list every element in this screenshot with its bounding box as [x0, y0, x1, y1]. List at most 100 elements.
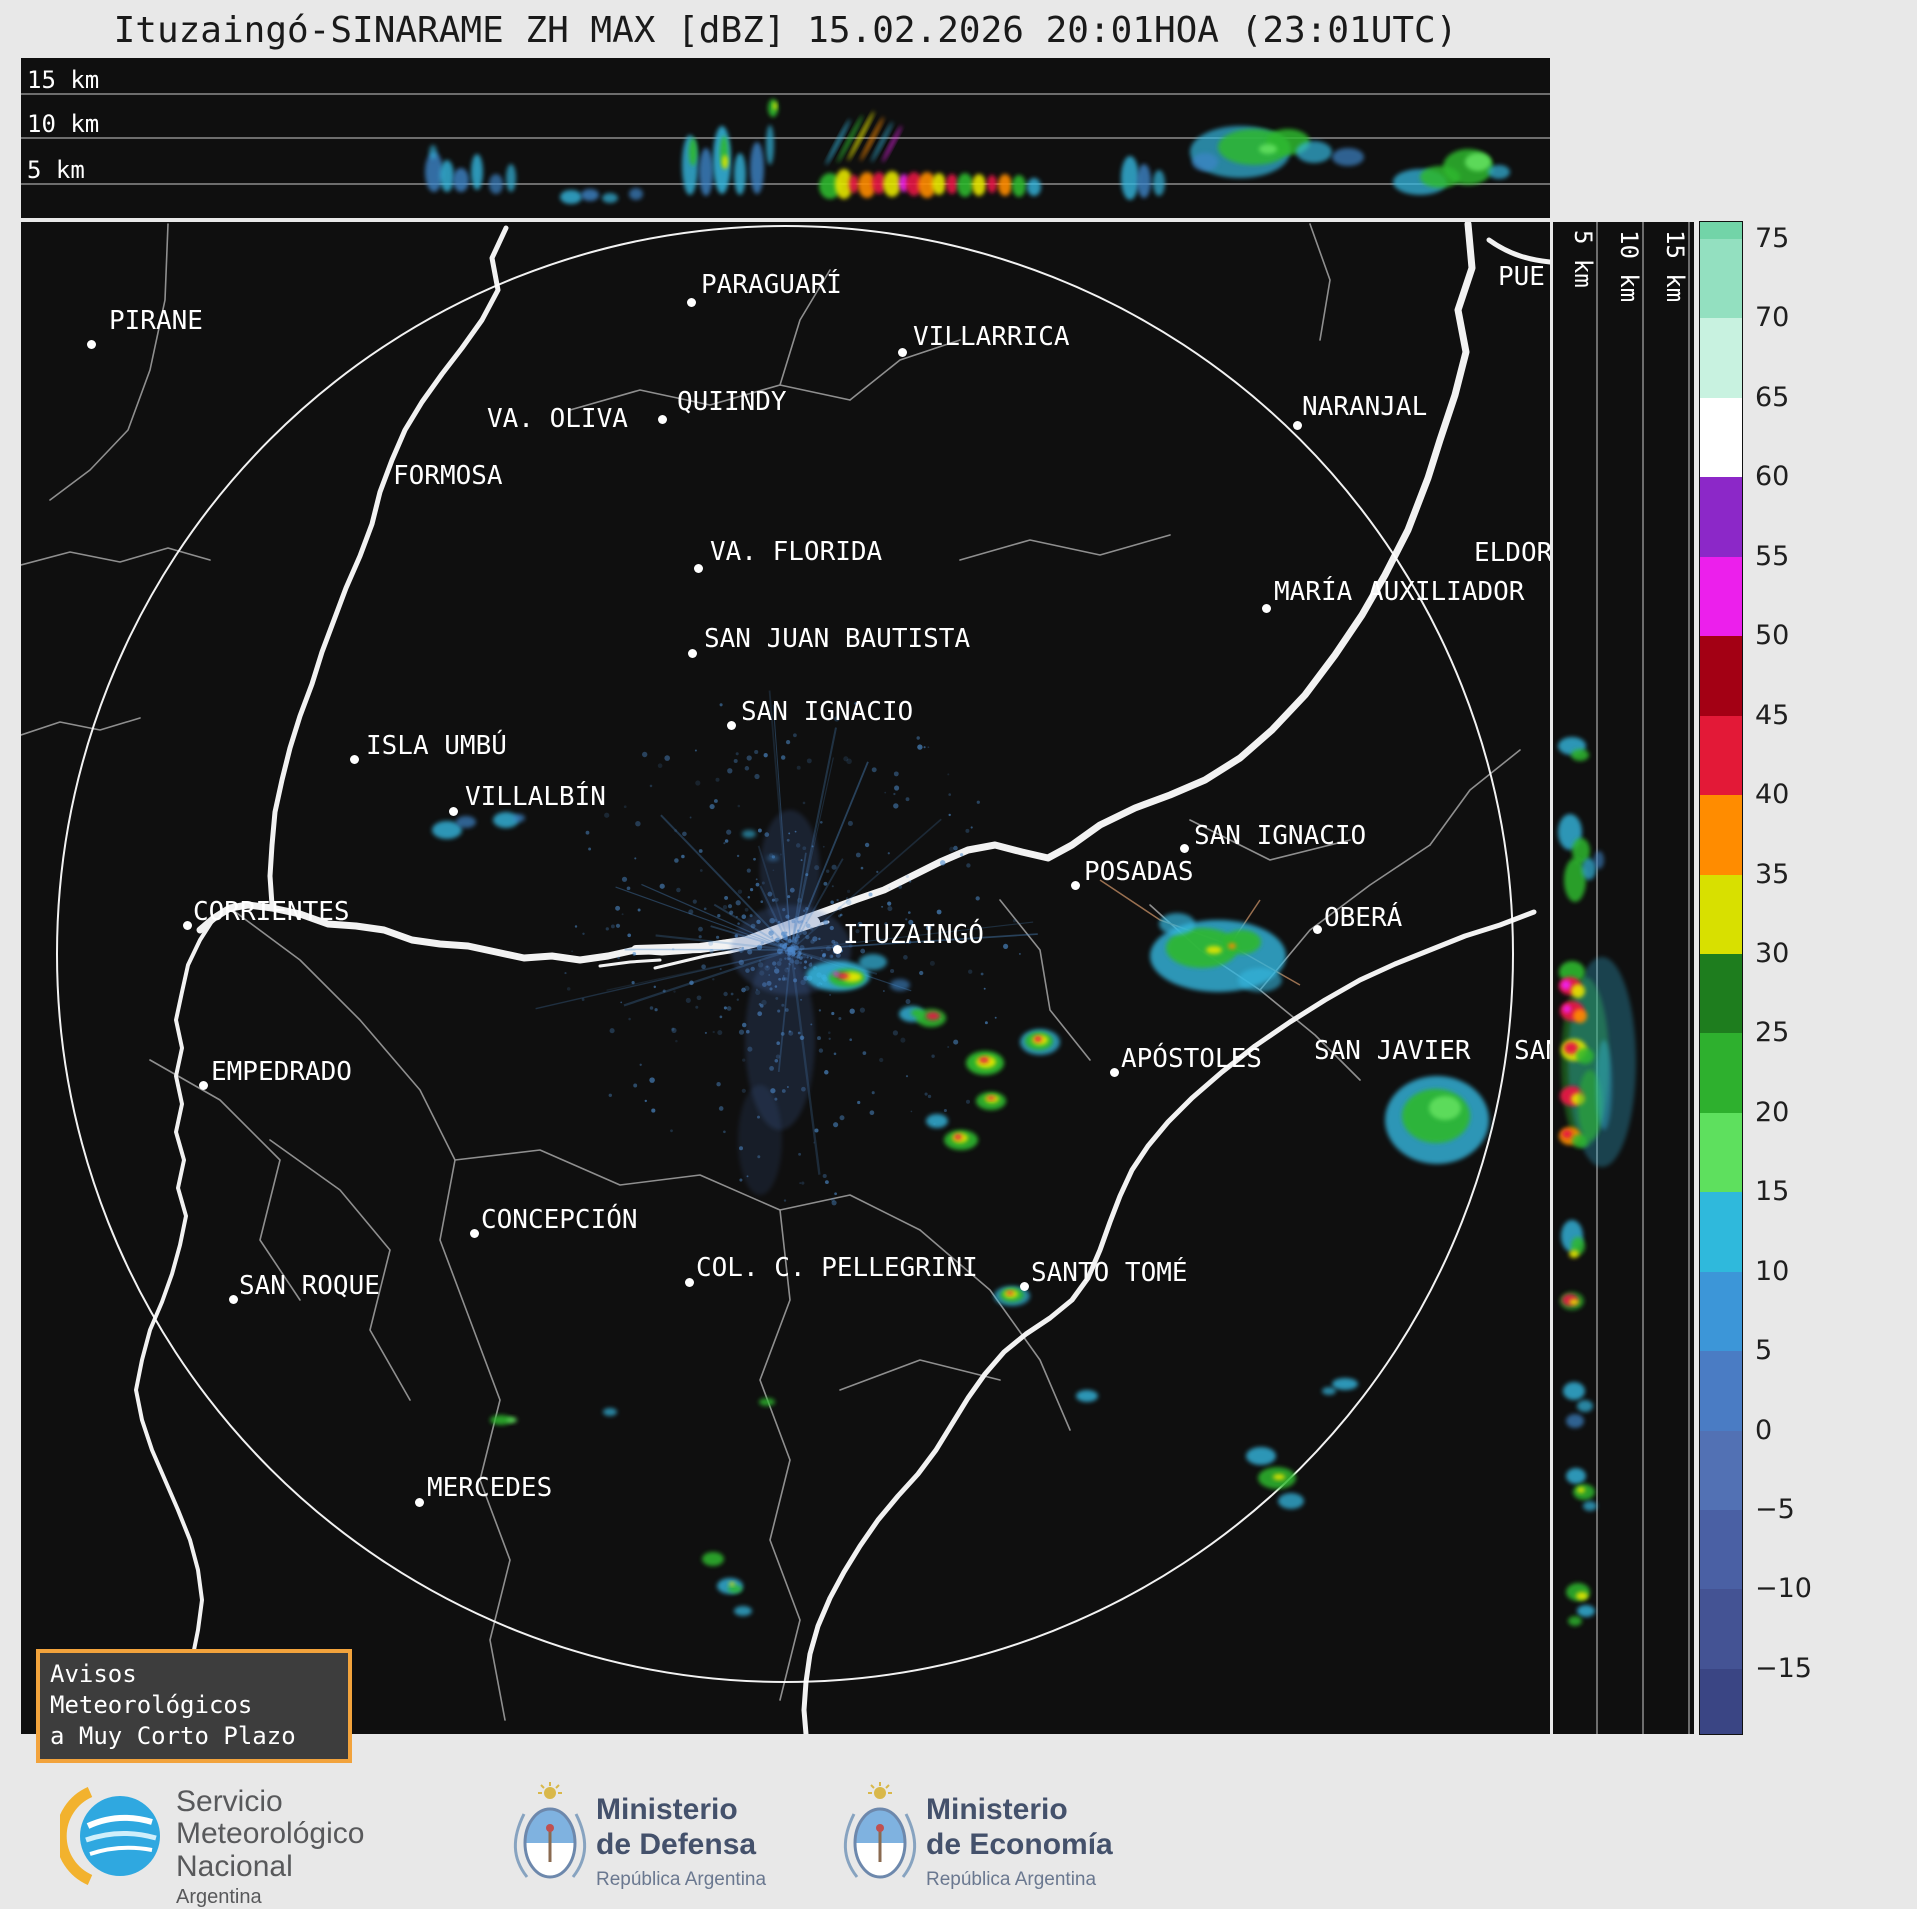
warning-box: Avisos Meteorológicos a Muy Corto Plazo	[36, 1649, 352, 1763]
colorbar-segment	[1700, 1668, 1742, 1734]
city-label: PUE	[1498, 262, 1545, 292]
colorbar-tick: 60	[1755, 461, 1790, 493]
city-dot	[350, 755, 359, 764]
altitude-label: 15 km	[27, 66, 100, 94]
colorbar-tick: −10	[1755, 1573, 1812, 1605]
city-dot	[229, 1295, 238, 1304]
city-dot	[1020, 1282, 1029, 1291]
colorbar-segment	[1700, 556, 1742, 637]
city-dot	[727, 721, 736, 730]
smn-line2: Meteorológico	[176, 1817, 365, 1851]
colorbar-segment	[1700, 953, 1742, 1034]
smn-logo-icon	[60, 1786, 160, 1886]
colorbar-segment	[1700, 1033, 1742, 1114]
colorbar-tick: 20	[1755, 1096, 1790, 1128]
city-dot	[833, 945, 842, 954]
altitude-label: 15 km	[1661, 230, 1689, 303]
city-dot	[1262, 604, 1271, 613]
city-label: PIRANE	[109, 306, 203, 336]
smn-text: Servicio Meteorológico Nacional Argentin…	[176, 1785, 365, 1909]
vertical-cross-section-right	[1553, 222, 1694, 1734]
city-label: SAN ROQUE	[239, 1271, 380, 1301]
city-label: SAN IGNACIO	[741, 697, 914, 727]
altitude-label: 5 km	[27, 156, 85, 184]
city-label: SANTO TOMÉ	[1031, 1258, 1188, 1288]
colorbar-segment	[1700, 222, 1742, 239]
colorbar-tick: 10	[1755, 1255, 1790, 1287]
city-dot	[694, 564, 703, 573]
city-label: APÓSTOLES	[1121, 1044, 1262, 1074]
defensa-text: Ministerio de Defensa República Argentin…	[596, 1792, 766, 1891]
reflectivity-colorbar	[1699, 221, 1743, 1735]
city-label: MARÍA AUXILIADOR	[1274, 577, 1525, 607]
smn-line3: Nacional	[176, 1849, 293, 1883]
warning-line2: a Muy Corto Plazo	[50, 1722, 296, 1751]
vertical-cross-section-top	[21, 58, 1550, 218]
city-label: ELDOR	[1474, 538, 1550, 568]
city-label: CONCEPCIÓN	[481, 1205, 638, 1235]
colorbar-tick: 25	[1755, 1017, 1790, 1049]
city-label: OBERÁ	[1324, 903, 1403, 933]
colorbar-tick: 50	[1755, 620, 1790, 652]
altitude-label: 10 km	[1615, 230, 1643, 303]
defensa-coat-of-arms-icon	[513, 1782, 587, 1879]
colorbar-segment	[1700, 715, 1742, 796]
colorbar-segment	[1700, 1112, 1742, 1193]
city-dot	[199, 1081, 208, 1090]
city-label: SAN IGNACIO	[1194, 821, 1367, 851]
colorbar-segment	[1700, 874, 1742, 955]
colorbar-tick: 45	[1755, 699, 1790, 731]
colorbar-tick: 15	[1755, 1176, 1790, 1208]
economia-line2: de Economía	[926, 1828, 1113, 1862]
city-label: VILLARRICA	[913, 322, 1070, 352]
colorbar-segment	[1700, 1589, 1742, 1670]
colorbar-segment	[1700, 1351, 1742, 1432]
city-dot	[687, 298, 696, 307]
warning-line1: Avisos Meteorológicos	[50, 1660, 253, 1720]
city-dot	[1071, 881, 1080, 890]
colorbar-segment	[1700, 1271, 1742, 1352]
city-label: CORRIENTES	[193, 897, 350, 927]
defensa-line3: República Argentina	[596, 1868, 767, 1890]
city-label: SAN JUAN BAUTISTA	[704, 624, 971, 654]
colorbar-segment	[1700, 397, 1742, 478]
smn-line1: Servicio	[176, 1785, 283, 1818]
colorbar-tick: 0	[1755, 1414, 1773, 1446]
colorbar-segment	[1700, 636, 1742, 717]
city-dot	[1180, 844, 1189, 853]
city-label: NARANJAL	[1302, 392, 1428, 422]
city-dot	[688, 649, 697, 658]
altitude-label: 10 km	[27, 110, 100, 138]
economia-line1: Ministerio	[926, 1793, 1068, 1826]
colorbar-segment	[1700, 795, 1742, 876]
city-label: POSADAS	[1084, 857, 1194, 887]
city-dot	[685, 1278, 694, 1287]
colorbar-tick: 35	[1755, 858, 1790, 890]
economia-text: Ministerio de Economía República Argenti…	[926, 1792, 1113, 1891]
city-label: COL. C. PELLEGRINI	[696, 1253, 978, 1283]
economia-coat-of-arms-icon	[843, 1782, 917, 1879]
colorbar-segment	[1700, 477, 1742, 558]
page-title: Ituzaingó-SINARAME ZH MAX [dBZ] 15.02.20…	[113, 10, 1458, 51]
city-dot	[1293, 421, 1302, 430]
smn-line4: Argentina	[176, 1886, 262, 1909]
city-label: VA. OLIVA	[487, 404, 628, 434]
colorbar-segment	[1700, 318, 1742, 399]
city-label: ISLA UMBÚ	[366, 731, 507, 761]
city-label: VA. FLORIDA	[710, 537, 883, 567]
radar-ppi-map	[21, 222, 1550, 1734]
altitude-label: 5 km	[1569, 230, 1597, 288]
colorbar-tick: 30	[1755, 937, 1790, 969]
colorbar-tick: −5	[1755, 1494, 1795, 1526]
colorbar-segment	[1700, 1430, 1742, 1511]
city-label: ITUZAINGÓ	[843, 920, 984, 950]
city-label: EMPEDRADO	[211, 1057, 352, 1087]
colorbar-segment	[1700, 1510, 1742, 1590]
colorbar-tick: −15	[1755, 1652, 1812, 1684]
colorbar-tick: 65	[1755, 381, 1790, 413]
colorbar-segment	[1700, 1192, 1742, 1273]
economia-line3: República Argentina	[926, 1868, 1097, 1890]
city-dot	[658, 415, 667, 424]
city-dot	[449, 807, 458, 816]
